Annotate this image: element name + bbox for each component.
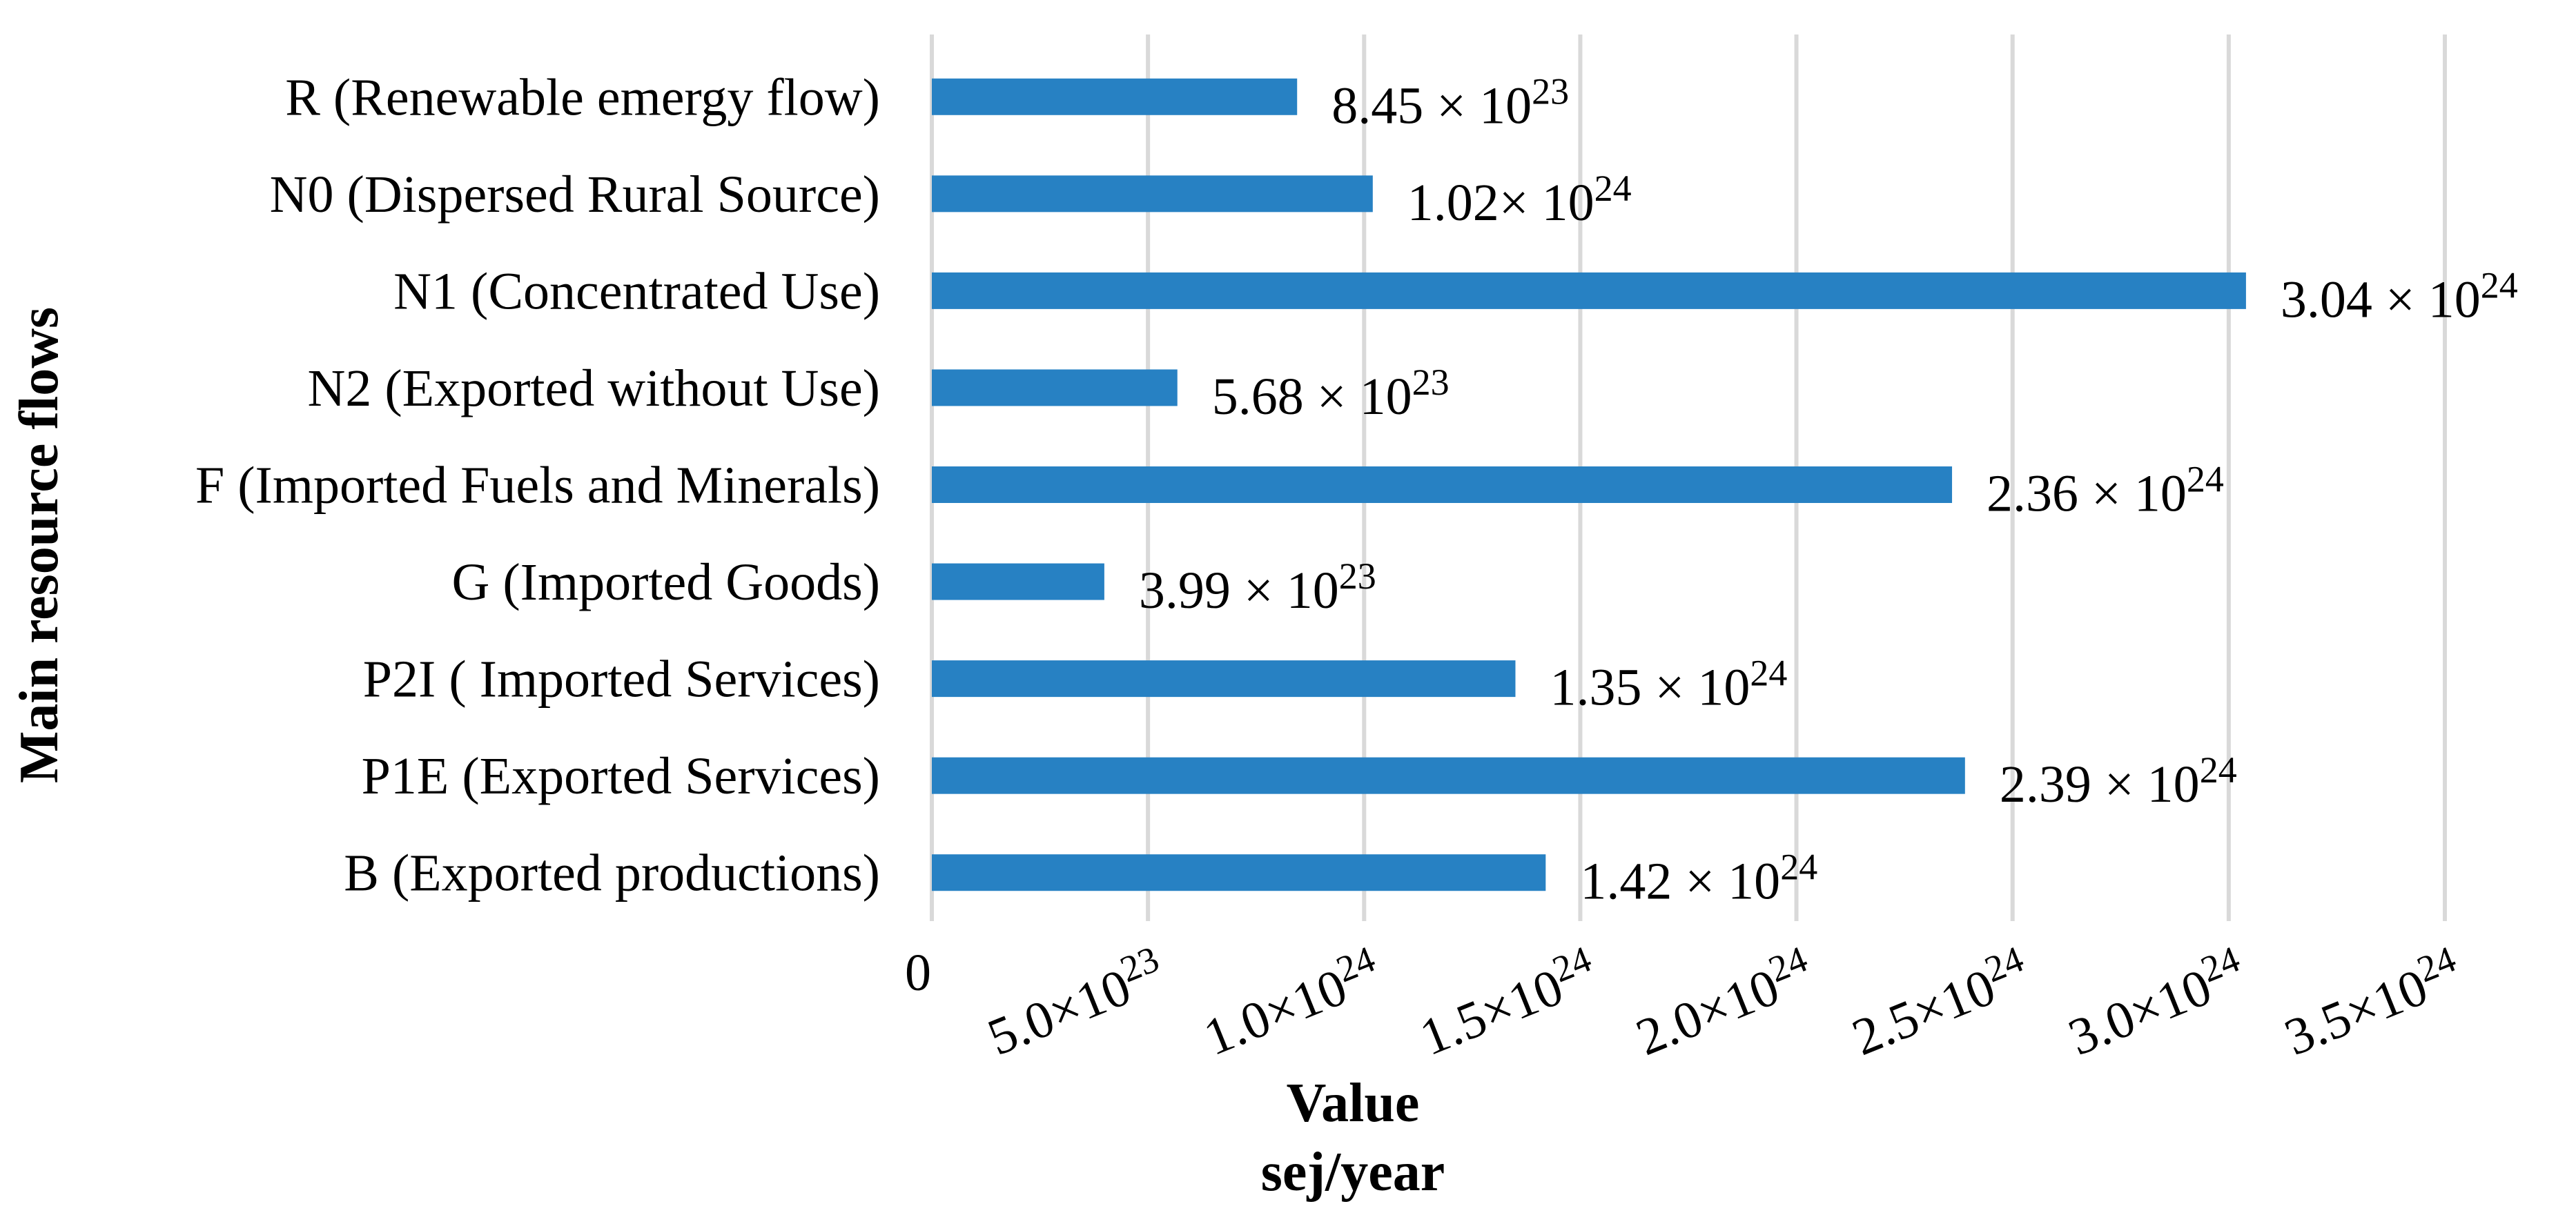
x-tick-labels: 0 5.0×1023 1.0×1024 1.5×1024 2.0×1024 2.5×102…	[905, 938, 2470, 1067]
category-label: R (Renewable emergy flow)	[285, 68, 880, 126]
category-label: G (Imported Goods)	[451, 553, 880, 611]
bar	[932, 466, 1953, 503]
x-tick-label: 2.0×1024	[1626, 938, 1822, 1067]
category-label: B (Exported productions)	[344, 845, 880, 902]
x-tick-label: 1.5×1024	[1410, 938, 1606, 1067]
x-tick-label: 3.0×1024	[2058, 938, 2254, 1067]
data-label: 8.45 × 1023	[1331, 70, 1569, 135]
x-tick-label: 2.5×1024	[1842, 938, 2038, 1067]
data-label: 3.04 × 1024	[2281, 264, 2518, 328]
bar	[932, 175, 1373, 213]
x-tick-label: 3.5×1024	[2274, 938, 2470, 1067]
bar	[932, 369, 1178, 406]
data-label: 1.42 × 1024	[1580, 847, 1817, 911]
data-label: 5.68 × 1023	[1212, 362, 1450, 426]
data-label: 1.02× 1024	[1407, 168, 1632, 232]
x-tick-label: 0	[905, 944, 931, 1002]
data-labels: 8.45 × 1023 1.02× 1024 3.04 × 1024 5.68 × 1…	[1139, 70, 2518, 910]
category-label: P1E (Exported Services)	[362, 747, 880, 805]
bar	[932, 78, 1298, 115]
category-label: F (Imported Fuels and Minerals)	[195, 457, 880, 515]
y-axis-title: Main resource flows	[9, 307, 70, 783]
x-tick-label: 5.0×1023	[977, 938, 1173, 1067]
data-label: 3.99 × 1023	[1139, 555, 1376, 620]
category-labels: R (Renewable emergy flow) N0 (Dispersed R…	[195, 68, 880, 902]
data-label: 1.35 × 1024	[1550, 653, 1787, 717]
bar	[932, 757, 1965, 794]
category-label: N0 (Dispersed Rural Source)	[270, 166, 880, 224]
bar	[932, 660, 1516, 698]
bar	[932, 272, 2246, 309]
bar	[932, 563, 1104, 600]
bars	[932, 78, 2246, 891]
category-label: N1 (Concentrated Use)	[393, 262, 880, 320]
x-axis-title: Value	[1287, 1073, 1420, 1134]
data-label: 2.36 × 1024	[1987, 459, 2224, 523]
category-label: P2I ( Imported Services)	[363, 651, 880, 709]
x-tick-label: 1.0×1024	[1193, 938, 1389, 1067]
x-axis-unit: sej/year	[1261, 1142, 1445, 1203]
data-label: 2.39 × 1024	[2000, 749, 2237, 813]
category-label: N2 (Exported without Use)	[307, 359, 880, 417]
bar	[932, 854, 1546, 891]
